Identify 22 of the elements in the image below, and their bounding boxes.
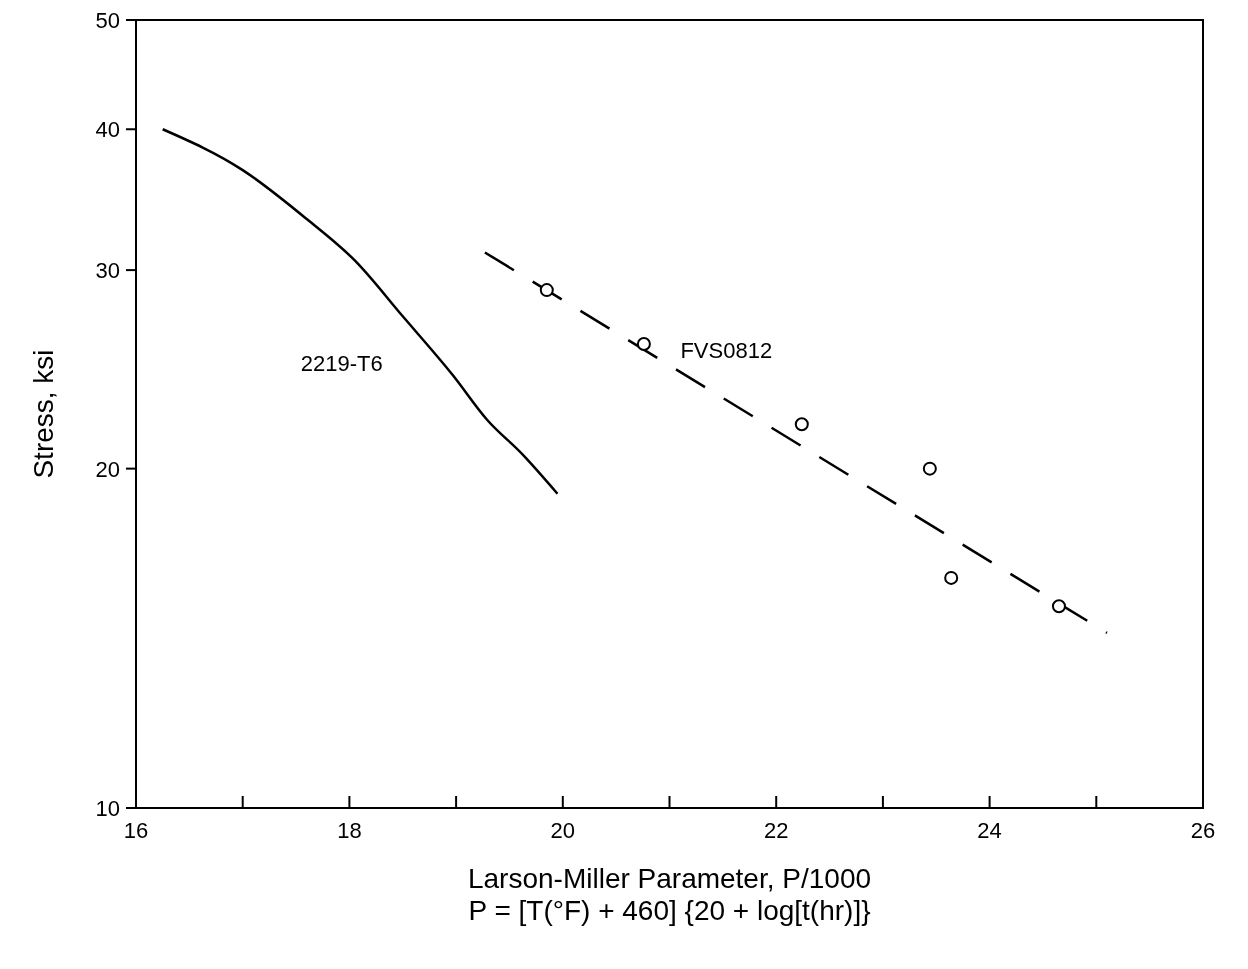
series-label: 2219-T6 [300, 351, 383, 377]
x-tick-label: 18 [337, 818, 362, 843]
point [922, 461, 937, 476]
y-tick-label: 10 [95, 796, 120, 821]
y-tick-label: 30 [95, 258, 120, 284]
y-axis-title: Stress, ksi [28, 349, 59, 479]
x-tick-label: 24 [977, 818, 1002, 843]
y-tick-label: 40 [95, 117, 120, 143]
point [944, 570, 959, 585]
point [539, 283, 554, 298]
x-tick-label: 22 [763, 818, 789, 843]
y-tick-label: 50 [95, 8, 120, 33]
line-series [161, 128, 559, 495]
point [1051, 599, 1066, 614]
series-label: FVS0812 [680, 337, 773, 363]
point [636, 336, 651, 351]
x-tick-label: 20 [550, 818, 576, 843]
x-tick-label: 26 [1190, 818, 1216, 843]
x-axis-title: Larson-Miller Parameter, P/1000 P = [T(°F) + 460] {20 + log[t(hr)]} [467, 863, 872, 926]
point [794, 417, 809, 432]
y-tick-label: 20 [95, 456, 120, 482]
x-tick-label: 16 [123, 818, 149, 843]
